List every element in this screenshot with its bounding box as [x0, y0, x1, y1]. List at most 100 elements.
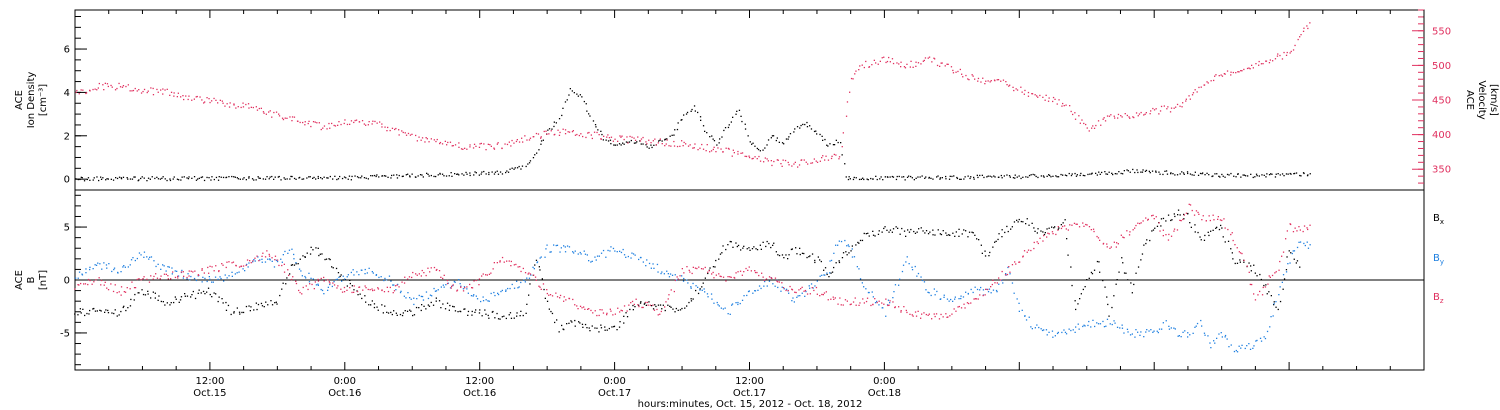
data-point-s1 — [1174, 328, 1176, 330]
data-point-s1 — [1085, 123, 1087, 126]
data-point-s2 — [274, 255, 277, 257]
data-point-s2 — [287, 269, 289, 271]
data-point-s1 — [944, 65, 946, 67]
data-point-s0 — [770, 137, 772, 139]
data-point-s1 — [111, 270, 113, 273]
data-point-s1 — [536, 261, 539, 263]
data-point-s1 — [1002, 282, 1004, 284]
data-point-s1 — [623, 254, 626, 256]
data-point-s2 — [271, 257, 273, 259]
data-point-s1 — [1121, 116, 1123, 118]
data-point-s1 — [352, 269, 354, 271]
data-point-s0 — [466, 173, 468, 175]
data-point-s1 — [1015, 88, 1017, 90]
data-point-s1 — [1309, 22, 1311, 24]
data-point-s0 — [1193, 174, 1195, 176]
data-point-s1 — [442, 284, 444, 286]
data-point-s1 — [1020, 86, 1022, 88]
data-point-s0 — [1259, 273, 1261, 276]
data-point-s0 — [550, 310, 552, 313]
data-point-s1 — [213, 97, 215, 100]
data-point-s0 — [730, 121, 732, 123]
data-point-s1 — [1092, 319, 1094, 321]
data-point-s0 — [304, 256, 306, 258]
data-point-s0 — [225, 309, 228, 311]
data-point-s1 — [416, 140, 418, 142]
data-point-s2 — [686, 266, 688, 268]
data-point-s1 — [539, 257, 541, 259]
data-point-s1 — [881, 57, 883, 59]
data-point-s1 — [190, 275, 192, 278]
data-point-s0 — [442, 303, 444, 305]
data-point-s0 — [457, 311, 459, 313]
data-point-s0 — [1040, 230, 1042, 232]
data-point-s1 — [1266, 330, 1269, 333]
data-point-s2 — [819, 295, 821, 297]
data-point-s2 — [1198, 213, 1200, 215]
data-point-s2 — [676, 276, 678, 278]
data-point-s0 — [245, 179, 247, 181]
data-point-s1 — [134, 87, 136, 90]
data-point-s0 — [1070, 266, 1072, 268]
data-point-s0 — [937, 229, 939, 231]
data-point-s0 — [862, 177, 864, 179]
data-point-s0 — [1295, 262, 1297, 264]
data-point-s1 — [745, 155, 748, 158]
data-point-s2 — [1197, 211, 1199, 214]
data-point-s2 — [966, 302, 969, 304]
data-point-s1 — [110, 84, 112, 87]
data-point-s0 — [134, 176, 136, 178]
data-point-s0 — [1224, 176, 1226, 178]
data-point-s0 — [1006, 174, 1008, 176]
data-point-s1 — [936, 290, 938, 293]
data-point-s0 — [558, 118, 561, 120]
data-point-s1 — [1007, 266, 1009, 269]
data-point-s0 — [386, 311, 388, 313]
data-point-s0 — [1033, 227, 1035, 229]
data-point-s1 — [129, 264, 131, 266]
data-point-s2 — [887, 304, 889, 307]
data-point-s0 — [1258, 175, 1260, 177]
data-point-s0 — [600, 130, 602, 132]
data-point-s0 — [361, 297, 363, 300]
data-point-s0 — [187, 178, 190, 180]
data-point-s0 — [777, 254, 779, 256]
data-point-s1 — [1123, 332, 1125, 334]
data-point-s2 — [430, 267, 432, 269]
data-point-s0 — [445, 175, 448, 177]
data-point-s1 — [1253, 345, 1255, 347]
data-point-s0 — [200, 292, 202, 294]
data-point-s0 — [1076, 174, 1078, 176]
data-point-s0 — [1166, 173, 1169, 175]
data-point-s2 — [1307, 228, 1309, 231]
data-point-s1 — [692, 147, 694, 149]
data-point-s0 — [566, 99, 568, 101]
data-point-s1 — [1153, 109, 1156, 111]
data-point-s0 — [106, 178, 108, 180]
data-point-s1 — [715, 151, 717, 153]
data-point-s0 — [1043, 233, 1046, 236]
data-point-s2 — [935, 313, 938, 315]
data-point-s0 — [267, 304, 269, 306]
data-point-s1 — [835, 244, 837, 246]
data-point-s1 — [917, 272, 920, 275]
data-point-s0 — [1044, 232, 1046, 234]
data-point-s1 — [1200, 86, 1202, 88]
data-point-s2 — [1182, 218, 1184, 221]
data-point-s0 — [484, 309, 486, 311]
data-point-s0 — [667, 304, 669, 306]
data-point-s0 — [1283, 278, 1286, 280]
data-point-s1 — [293, 258, 295, 260]
data-point-s0 — [86, 178, 88, 181]
data-point-s0 — [381, 304, 383, 306]
data-point-s1 — [372, 120, 374, 122]
data-point-s1 — [493, 148, 496, 150]
data-point-s1 — [1218, 75, 1220, 77]
data-point-s1 — [947, 63, 949, 65]
data-point-s0 — [639, 302, 642, 304]
data-point-s1 — [559, 131, 561, 134]
data-point-s0 — [546, 300, 549, 302]
data-point-s0 — [80, 176, 82, 178]
data-point-s2 — [1110, 246, 1112, 248]
data-point-s0 — [1221, 173, 1223, 176]
